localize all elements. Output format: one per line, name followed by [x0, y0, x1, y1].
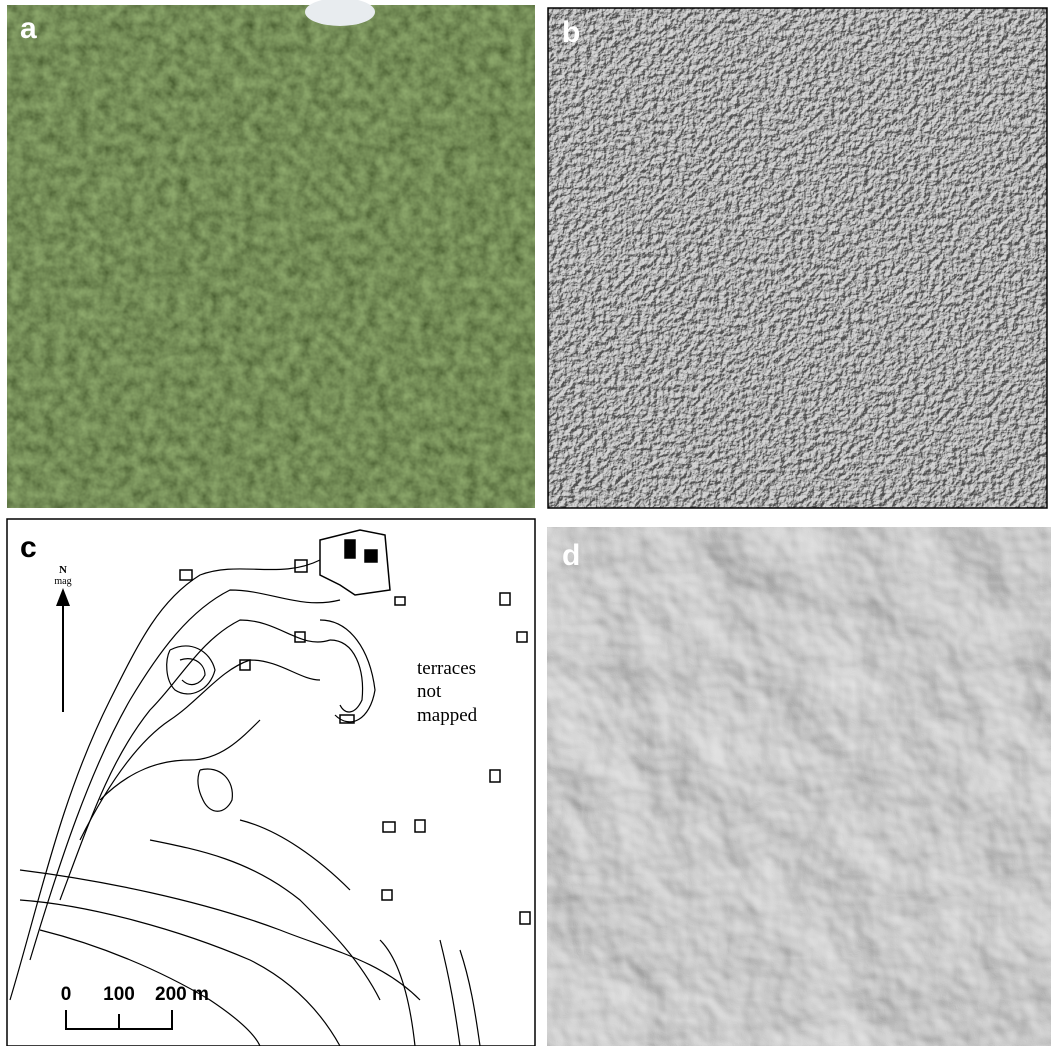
panel-label: a: [20, 12, 37, 45]
scale-bar-line: [65, 1010, 173, 1030]
panel-label: c: [20, 531, 37, 564]
panel-a: a: [7, 0, 535, 508]
note-line: mapped: [417, 705, 478, 726]
north-label: N: [59, 564, 67, 576]
structures: [179, 529, 531, 925]
panel-label: d: [562, 539, 580, 572]
panel-label: b: [562, 16, 580, 49]
hillshade-texture: [547, 527, 1051, 1046]
panel-c: N mag terraces not mapped 0 100 200 m c: [6, 518, 536, 1046]
aerial-texture: [7, 5, 535, 508]
scale-bar: 0 100 200 m: [61, 984, 209, 1030]
panel-d: d: [547, 527, 1051, 1046]
scale-label: 100: [103, 984, 135, 1005]
scale-label: 0: [61, 984, 72, 1005]
north-arrow-head: [56, 588, 70, 606]
note-line: not: [417, 681, 442, 702]
clearing: [305, 0, 375, 26]
note-line: terraces: [417, 658, 476, 679]
panel-b: b: [547, 7, 1048, 509]
panel-border: [547, 7, 1048, 509]
canopy-texture: [548, 8, 1047, 508]
scale-label: 200 m: [155, 984, 209, 1005]
north-sub-label: mag: [54, 576, 71, 587]
map-frame: [6, 518, 536, 1046]
contour-lines: [9, 559, 481, 1046]
